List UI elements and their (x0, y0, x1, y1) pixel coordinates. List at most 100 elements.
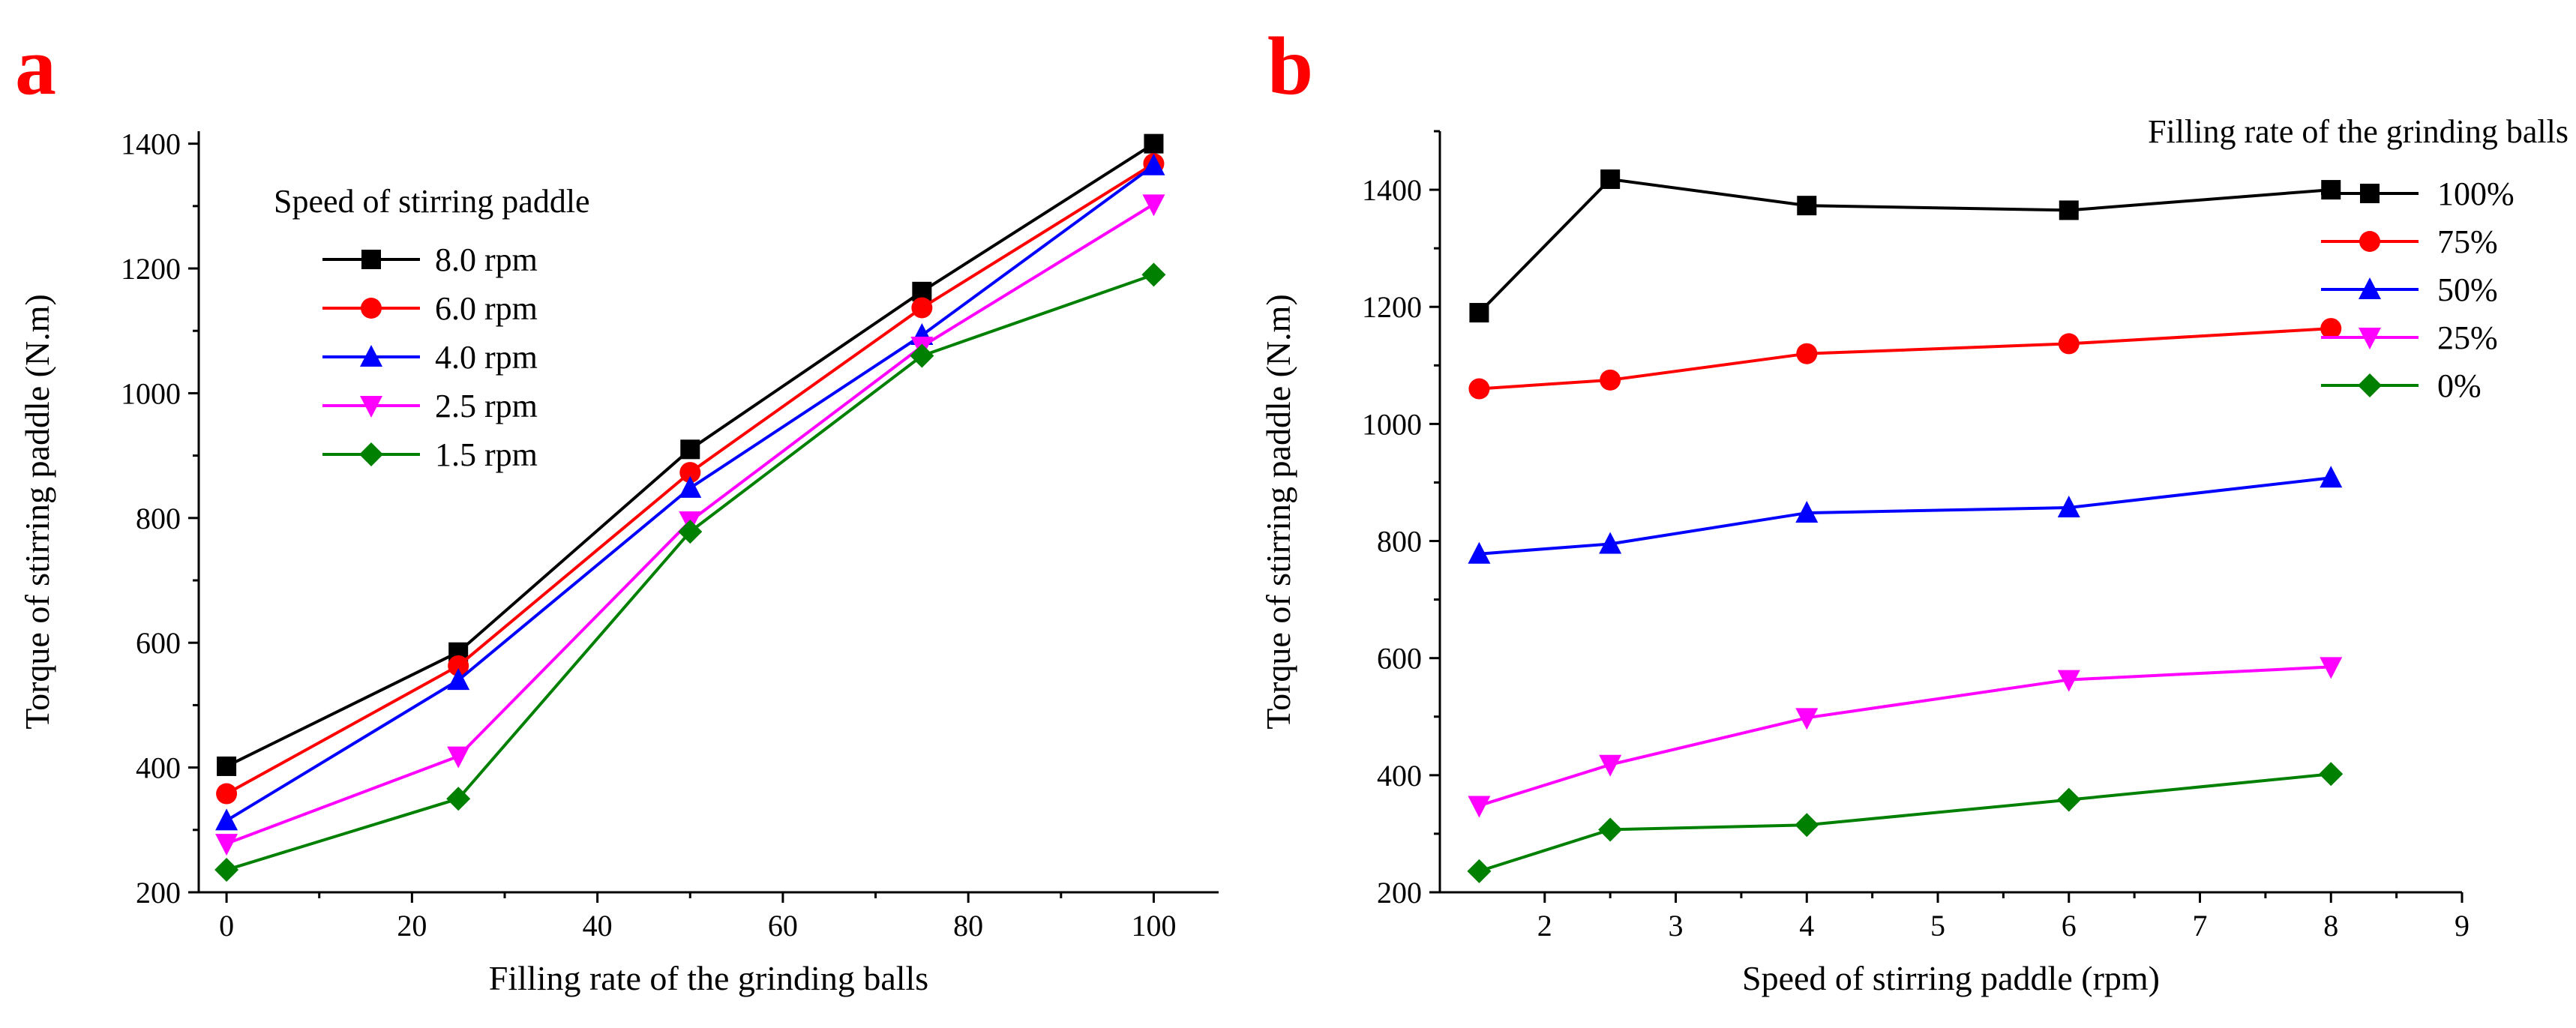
panel-b-x-axis-title: Speed of stirring paddle (rpm) (1742, 959, 2160, 997)
panel-b-legend-marker (2359, 277, 2381, 299)
panel-b-series-line (1478, 665, 2332, 808)
panel-a-legend-marker (361, 250, 381, 269)
panel-b-data-point (2057, 496, 2080, 518)
panel-a-legend-marker (360, 396, 382, 418)
panel-a-data-point (911, 297, 933, 319)
panel-a-data-point (1144, 133, 1164, 154)
panel-a-legend-label: 6.0 rpm (435, 290, 538, 327)
panel-a-data-point (215, 808, 238, 831)
panel-b-legend-marker (2359, 328, 2381, 349)
panel-a-y-tick-label: 1400 (121, 127, 181, 161)
panel-a-y-axis-title: Torque of stirring paddle (N.m) (18, 294, 56, 730)
panel-b-x-tick-label: 8 (2323, 909, 2338, 943)
panel-b-data-point (2321, 180, 2341, 200)
panel-b: b 2 3 4 5 6 7 8 9 200 400 600 800 1000 1200 1400 Filli… (1259, 20, 2569, 997)
panel-b-data-point (2320, 466, 2343, 488)
panel-b-y-axis-title: Torque of stirring paddle (N.m) (1259, 294, 1297, 730)
panel-b-series (1467, 169, 2344, 883)
panel-a-legend-item: 1.5 rpm (322, 436, 538, 473)
panel-b-y-tick-label: 1000 (1362, 407, 1422, 441)
panel-a-data-point (446, 787, 471, 811)
panel-b-data-point (1467, 859, 1492, 883)
panel-b-legend-label: 75% (2437, 223, 2498, 260)
panel-b-x-tick-label: 6 (2062, 909, 2077, 943)
panel-b-data-point (1795, 813, 1819, 838)
panel-b-axis-lines (1438, 131, 2462, 894)
panel-b-legend: Filling rate of the grinding balls 100% 7… (2148, 113, 2569, 404)
panel-b-y-tick-label: 200 (1377, 876, 1422, 910)
panel-a-x-axis-title: Filling rate of the grinding balls (489, 959, 928, 997)
panel-b-data-point (2058, 333, 2080, 355)
panel-a-legend: Speed of stirring paddle 8.0 rpm 6.0 rpm 4… (274, 183, 590, 473)
panel-b-x-tick-label: 3 (1669, 909, 1684, 943)
panel-a-series-2 (215, 153, 1165, 831)
panel-b-x-tick-label: 9 (2455, 909, 2470, 943)
panel-a-x-tick-label: 20 (397, 909, 427, 943)
panel-a-legend-label: 4.0 rpm (435, 339, 538, 376)
panel-a-data-point (214, 858, 239, 883)
panel-b-y-tick-label: 600 (1377, 642, 1422, 676)
panel-a-data-point (1142, 194, 1165, 217)
panel-b-legend-label: 100% (2437, 175, 2515, 212)
panel-b-x-tick-label: 7 (2193, 909, 2208, 943)
panel-a-letter: a (15, 20, 56, 112)
panel-b-y-tick-label: 1200 (1362, 290, 1422, 324)
panel-b-data-point (2319, 762, 2344, 787)
panel-a-data-point (678, 520, 703, 544)
panel-b-data-point (1600, 169, 1621, 190)
panel-a-legend-label: 1.5 rpm (435, 436, 538, 473)
panel-b-axes: 2 3 4 5 6 7 8 9 200 400 600 800 1000 1200 1400 (1362, 130, 2470, 943)
panel-a-data-point (447, 746, 470, 769)
panel-b-series-3 (1468, 657, 2343, 818)
panel-a-data-point (215, 834, 238, 856)
panel-b-y-tick-label: 400 (1377, 759, 1422, 793)
panel-b-series-2 (1468, 466, 2343, 564)
panel-b-data-point (2320, 318, 2342, 340)
panel-b-data-point (1795, 708, 1819, 730)
panel-a-legend-item: 8.0 rpm (322, 241, 538, 278)
panel-b-data-point (1599, 532, 1622, 554)
panel-a-x-tick-label: 40 (583, 909, 613, 943)
panel-b-y-tick-label: 1400 (1362, 173, 1422, 207)
panel-a-y-tick-label: 600 (136, 626, 181, 660)
panel-a-axes: 0 20 40 60 80 100 200 400 600 800 1000 1200 1400 (121, 127, 1219, 943)
panel-b-legend-marker (2360, 184, 2380, 203)
panel-b-legend-marker (2358, 373, 2382, 397)
panel-b-legend-item: 100% (2321, 175, 2515, 212)
panel-b-series-1 (1468, 318, 2342, 400)
panel-a-legend-marker (359, 442, 383, 466)
panel-a-series (214, 133, 1166, 883)
panel-a-legend-marker (360, 345, 382, 367)
panel-b-data-point (1600, 369, 1621, 391)
panel-b-data-point (1598, 817, 1623, 842)
panel-a-axis-lines (197, 131, 1219, 894)
panel-b-data-point (1468, 378, 1490, 400)
panel-b-series-line (1477, 177, 2332, 314)
panel-b-x-tick-label: 4 (1799, 909, 1814, 943)
panel-b-data-point (1795, 501, 1819, 523)
panel-b-data-point (1797, 196, 1817, 216)
panel-a-legend-item: 4.0 rpm (322, 339, 538, 376)
panel-b-legend-label: 25% (2437, 319, 2498, 356)
panel-a-legend-title: Speed of stirring paddle (274, 183, 590, 220)
panel-b-y-tick-label: 800 (1377, 525, 1422, 559)
panel-b-data-point (1469, 303, 1489, 323)
panel-a-data-point (447, 668, 470, 691)
panel-a-data-point (910, 343, 934, 368)
panel-b-data-point (2320, 657, 2343, 679)
panel-b-data-point (1599, 754, 1622, 777)
panel-a-legend-label: 2.5 rpm (435, 388, 538, 424)
panel-b-data-point (1468, 796, 1491, 818)
panel-a-x-tick-label: 80 (953, 909, 983, 943)
panel-a-data-point (217, 756, 237, 776)
panel-b-data-point (1796, 343, 1818, 364)
panel-a-data-point (1141, 262, 1166, 287)
panel-a-legend-marker (361, 298, 382, 319)
panel-b-letter: b (1267, 20, 1313, 112)
panel-b-legend-label: 50% (2437, 271, 2498, 308)
panel-b-legend-item: 75% (2321, 223, 2498, 260)
panel-a-data-point (1142, 153, 1165, 175)
panel-b-legend-marker (2359, 231, 2380, 252)
panel-b-data-point (1468, 541, 1491, 564)
